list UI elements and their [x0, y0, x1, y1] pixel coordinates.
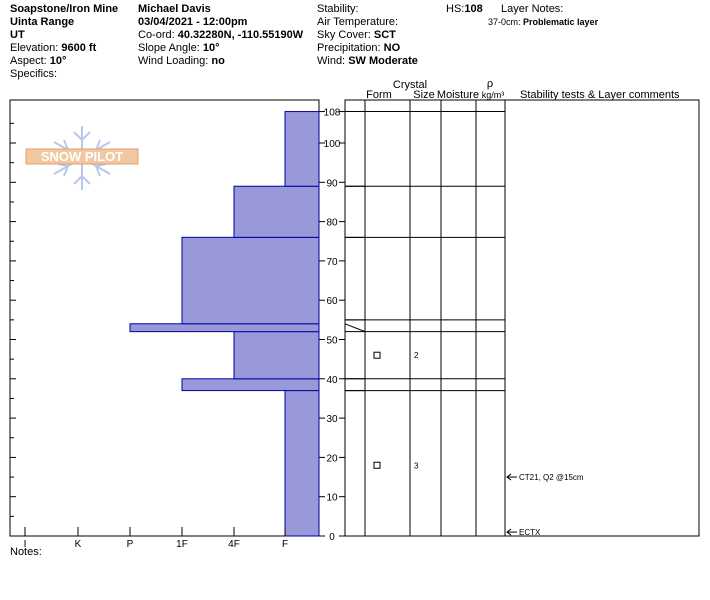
y-tick-label: 60	[326, 296, 338, 307]
hardness-bar-4	[181, 236, 320, 325]
rho-header: ρ	[487, 78, 493, 90]
hardness-bar-2	[233, 331, 320, 380]
y-tick-label: 10	[326, 493, 338, 504]
x-tick-label: P	[127, 539, 134, 550]
stability-header: Stability tests & Layer comments	[520, 89, 680, 101]
wind: Wind: SW Moderate	[317, 55, 418, 67]
hardness-bar-0	[284, 390, 320, 537]
grain-size-label-0: 2	[414, 351, 419, 360]
snow-pilot-logo: SNOW PILOT	[25, 126, 139, 190]
stability: Stability:	[317, 3, 359, 15]
layer-table-frame	[344, 99, 700, 537]
y-tick-label: 80	[326, 218, 338, 229]
density-unit-header: kg/m³	[482, 90, 505, 100]
y-tick-label: 20	[326, 453, 338, 464]
hardness-bar-1	[181, 378, 320, 392]
x-tick-label: K	[75, 539, 82, 550]
y-tick-label: 50	[326, 336, 338, 347]
sky-cover: Sky Cover: SCT	[317, 29, 396, 41]
x-tick-label: I	[24, 539, 27, 550]
stability-test-label-1: ECTX	[519, 528, 541, 537]
grain-form-symbol-0	[373, 351, 381, 359]
hardness-bar-6	[284, 111, 320, 187]
layer-connector-2	[344, 323, 366, 333]
size-header: Size	[413, 89, 434, 101]
logo-text: SNOW PILOT	[41, 149, 123, 164]
moisture-header: Moisture	[437, 89, 479, 101]
aspect: Aspect: 10°	[10, 55, 67, 67]
precipitation: Precipitation: NO	[317, 42, 401, 54]
layer-note: 37-0cm: Problematic layer	[488, 17, 599, 27]
grain-form-symbol-1	[373, 461, 381, 469]
form-header: Form	[366, 89, 392, 101]
range-name: Uinta Range	[10, 16, 75, 28]
crystal-header: Crystal	[393, 79, 427, 91]
state: UT	[10, 29, 25, 41]
specifics: Specifics:	[10, 68, 58, 80]
stability-arrow-head-1	[506, 528, 512, 536]
layer-notes-label: Layer Notes:	[501, 3, 564, 15]
coordinates: Co-ord: 40.32280N, -110.55190W	[138, 29, 304, 41]
elevation: Elevation: 9600 ft	[10, 42, 97, 54]
air-temperature: Air Temperature:	[317, 16, 399, 28]
date-time: 03/04/2021 - 12:00pm	[138, 16, 248, 28]
hardness-bar-5	[233, 185, 320, 238]
y-tick-label: 90	[326, 178, 338, 189]
y-tick-label: 40	[326, 375, 338, 386]
y-tick-label: 30	[326, 414, 338, 425]
observer: Michael Davis	[138, 3, 211, 15]
slope-angle: Slope Angle: 10°	[138, 42, 220, 54]
location-name: Soapstone/Iron Mine	[10, 3, 119, 15]
y-tick-label: 0	[329, 532, 335, 543]
x-tick-label: 1F	[176, 539, 188, 550]
hardness-bar-3	[129, 323, 320, 333]
stability-test-label-0: CT21, Q2 @15cm	[519, 473, 584, 482]
y-tick-label: 100	[324, 139, 341, 150]
stability-arrow-head-0	[506, 473, 512, 481]
y-tick-label: 70	[326, 257, 338, 268]
x-tick-label: 4F	[228, 539, 240, 550]
y-tick-label: 108	[324, 108, 341, 119]
wind-loading: Wind Loading: no	[138, 55, 225, 67]
snow-height: HS:108	[446, 3, 483, 15]
notes-label: Notes:	[10, 546, 42, 558]
grain-size-label-1: 3	[414, 461, 419, 470]
x-tick-label: F	[282, 539, 288, 550]
